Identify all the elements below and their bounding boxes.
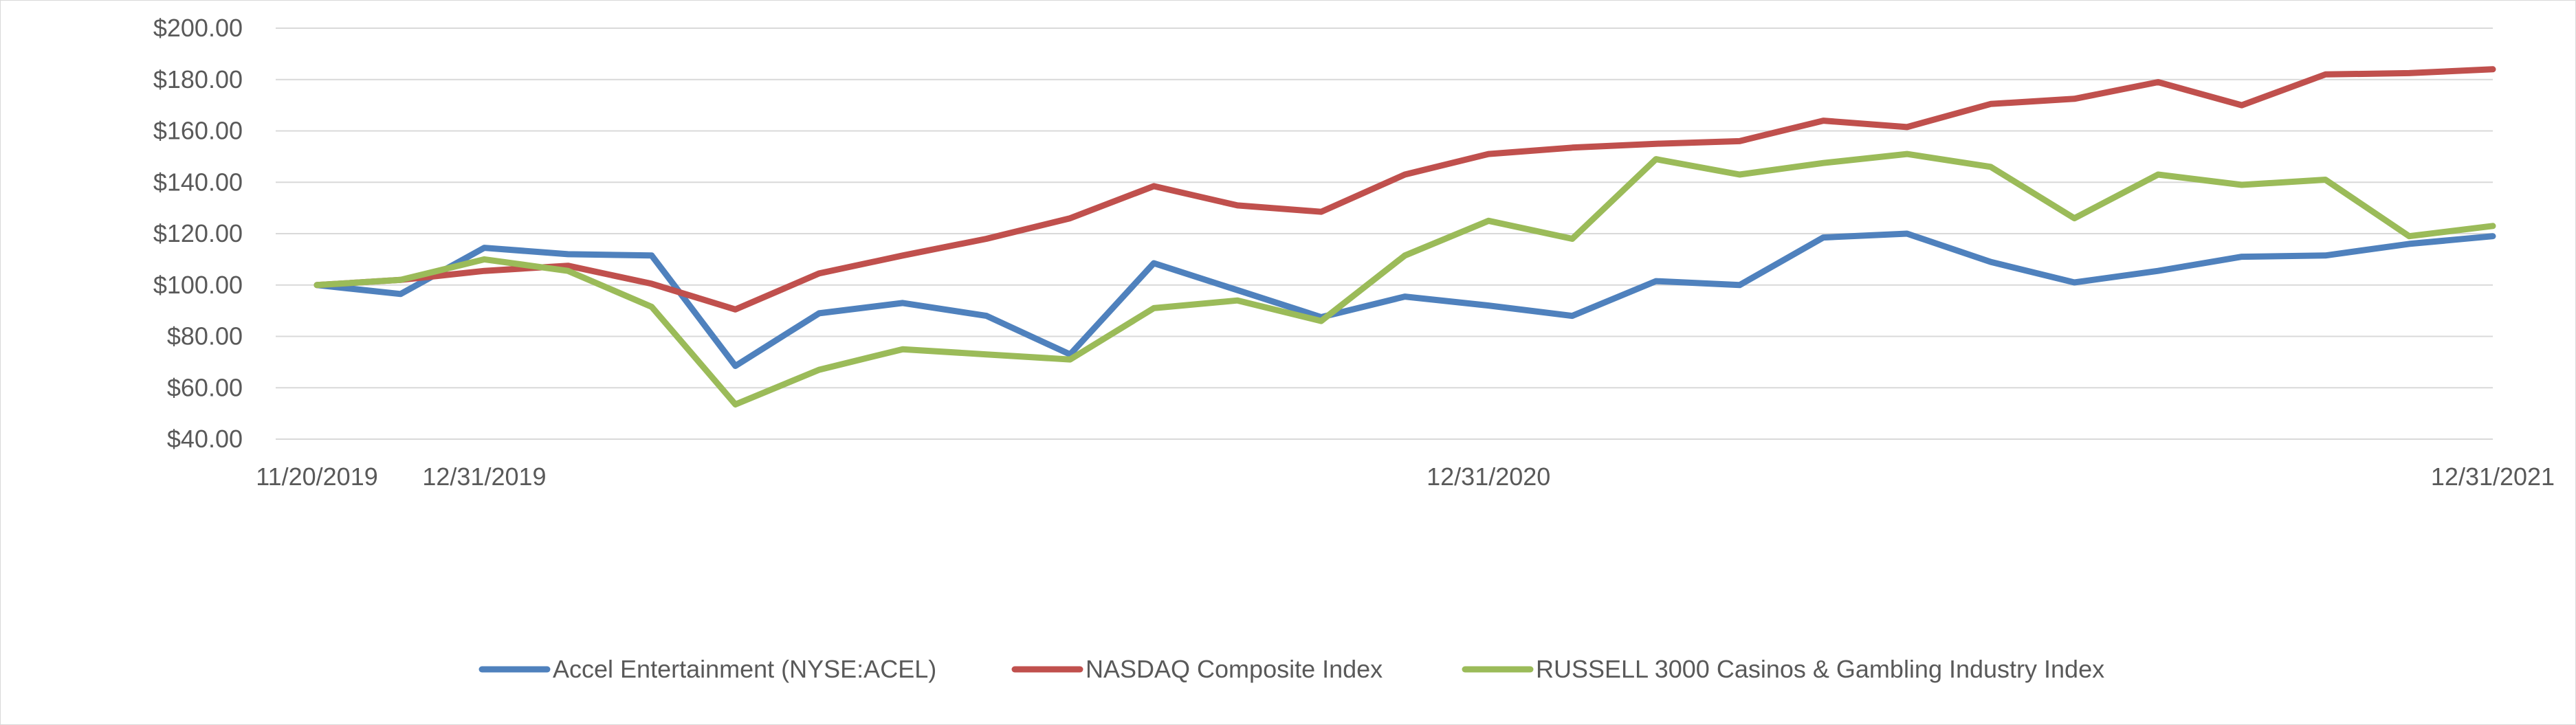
series-line-2 [313, 66, 2496, 313]
legend-item: RUSSELL 3000 Casinos & Gambling Industry… [1462, 655, 2104, 683]
y-tick-label: $80.00 [167, 322, 243, 350]
x-tick-label: 12/31/2021 [2431, 462, 2555, 491]
series-lines [313, 66, 2496, 408]
y-tick-label: $160.00 [153, 117, 243, 145]
legend: Accel Entertainment (NYSE:ACEL) NASDAQ Co… [478, 655, 2104, 683]
x-tick-label: 11/20/2019 [256, 462, 378, 491]
y-tick-label: $60.00 [167, 373, 243, 401]
legend-label: RUSSELL 3000 Casinos & Gambling Industry… [1536, 655, 2104, 683]
gridlines [276, 27, 2493, 440]
y-tick-label: $120.00 [153, 219, 243, 247]
x-axis-tick-labels: 11/20/2019 12/31/2019 12/31/2020 12/31/2021 [256, 462, 2555, 491]
legend-label: NASDAQ Composite Index [1086, 655, 1383, 683]
x-tick-label: 12/31/2019 [422, 462, 546, 491]
legend-label: Accel Entertainment (NYSE:ACEL) [553, 655, 936, 683]
y-tick-label: $200.00 [153, 14, 243, 42]
y-tick-label: $180.00 [153, 65, 243, 93]
y-tick-label: $40.00 [167, 425, 243, 453]
legend-item: Accel Entertainment (NYSE:ACEL) [478, 655, 936, 683]
x-tick-label: 12/31/2020 [1427, 462, 1550, 491]
y-axis-tick-labels: $40.00 $60.00 $80.00 $100.00 $120.00 $140.00 $… [153, 14, 243, 453]
legend-item: NASDAQ Composite Index [1011, 655, 1383, 683]
y-tick-label: $140.00 [153, 168, 243, 196]
y-tick-label: $100.00 [153, 271, 243, 299]
series-line-3 [313, 150, 2496, 408]
